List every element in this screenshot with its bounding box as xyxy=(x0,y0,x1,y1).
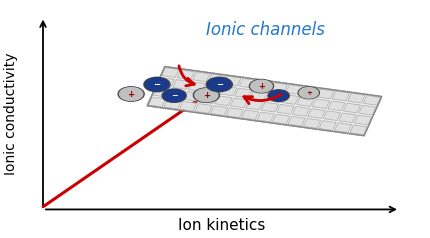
Circle shape xyxy=(145,78,169,91)
Polygon shape xyxy=(195,104,212,113)
Polygon shape xyxy=(312,99,329,109)
Polygon shape xyxy=(317,89,334,99)
Polygon shape xyxy=(339,113,356,123)
Polygon shape xyxy=(224,76,241,86)
Circle shape xyxy=(144,77,170,92)
Text: Ionic conductivity: Ionic conductivity xyxy=(4,53,18,175)
Polygon shape xyxy=(200,94,217,104)
Polygon shape xyxy=(350,125,367,135)
Polygon shape xyxy=(147,67,382,136)
Polygon shape xyxy=(173,80,190,89)
Polygon shape xyxy=(354,115,372,125)
Circle shape xyxy=(251,80,272,92)
Polygon shape xyxy=(277,104,294,114)
Polygon shape xyxy=(184,92,201,101)
Polygon shape xyxy=(363,95,381,105)
Polygon shape xyxy=(246,100,263,110)
Circle shape xyxy=(162,89,186,102)
Polygon shape xyxy=(255,80,272,90)
Polygon shape xyxy=(335,123,352,133)
Polygon shape xyxy=(281,94,298,104)
Polygon shape xyxy=(266,92,283,102)
Polygon shape xyxy=(319,121,336,130)
Polygon shape xyxy=(215,96,232,106)
Polygon shape xyxy=(257,112,274,122)
Circle shape xyxy=(208,78,231,91)
Polygon shape xyxy=(188,82,206,91)
Polygon shape xyxy=(348,93,365,103)
Polygon shape xyxy=(286,85,303,94)
Polygon shape xyxy=(343,103,360,113)
Polygon shape xyxy=(226,108,243,118)
Circle shape xyxy=(298,87,319,99)
Polygon shape xyxy=(219,86,237,96)
Text: +: + xyxy=(128,89,135,99)
Circle shape xyxy=(195,89,218,102)
Circle shape xyxy=(269,90,288,101)
Circle shape xyxy=(194,88,219,102)
Polygon shape xyxy=(148,97,166,107)
Polygon shape xyxy=(235,88,252,98)
Polygon shape xyxy=(157,78,175,87)
Polygon shape xyxy=(242,110,259,120)
Polygon shape xyxy=(297,97,314,106)
Polygon shape xyxy=(193,72,210,82)
Polygon shape xyxy=(261,102,279,112)
Polygon shape xyxy=(292,107,310,116)
Circle shape xyxy=(268,90,289,102)
Circle shape xyxy=(299,88,318,98)
Text: −: − xyxy=(171,91,178,100)
Circle shape xyxy=(118,87,144,101)
Polygon shape xyxy=(301,87,318,97)
Polygon shape xyxy=(179,101,197,111)
Polygon shape xyxy=(204,84,221,94)
Text: Ion kinetics: Ion kinetics xyxy=(178,218,265,233)
Text: −: − xyxy=(154,80,160,89)
Polygon shape xyxy=(162,68,179,77)
Polygon shape xyxy=(270,83,287,92)
Text: Ionic channels: Ionic channels xyxy=(206,21,325,39)
Polygon shape xyxy=(304,119,321,128)
Circle shape xyxy=(120,88,143,100)
Polygon shape xyxy=(239,78,256,88)
Polygon shape xyxy=(177,70,194,79)
Polygon shape xyxy=(308,109,325,119)
Text: −: − xyxy=(216,80,223,89)
Polygon shape xyxy=(211,106,227,115)
Polygon shape xyxy=(332,91,350,101)
Polygon shape xyxy=(328,101,345,111)
Polygon shape xyxy=(230,98,248,108)
Text: +: + xyxy=(306,90,312,96)
Polygon shape xyxy=(169,89,186,99)
Text: +: + xyxy=(203,91,210,100)
Polygon shape xyxy=(273,114,290,124)
Polygon shape xyxy=(208,74,225,84)
Polygon shape xyxy=(323,111,341,121)
Polygon shape xyxy=(250,90,267,100)
Polygon shape xyxy=(288,116,305,126)
Text: +: + xyxy=(258,82,265,91)
Polygon shape xyxy=(359,105,376,115)
Circle shape xyxy=(206,77,232,92)
Polygon shape xyxy=(164,99,181,109)
Text: −: − xyxy=(276,93,282,99)
Circle shape xyxy=(249,79,273,93)
Polygon shape xyxy=(153,87,170,97)
Circle shape xyxy=(163,90,185,102)
